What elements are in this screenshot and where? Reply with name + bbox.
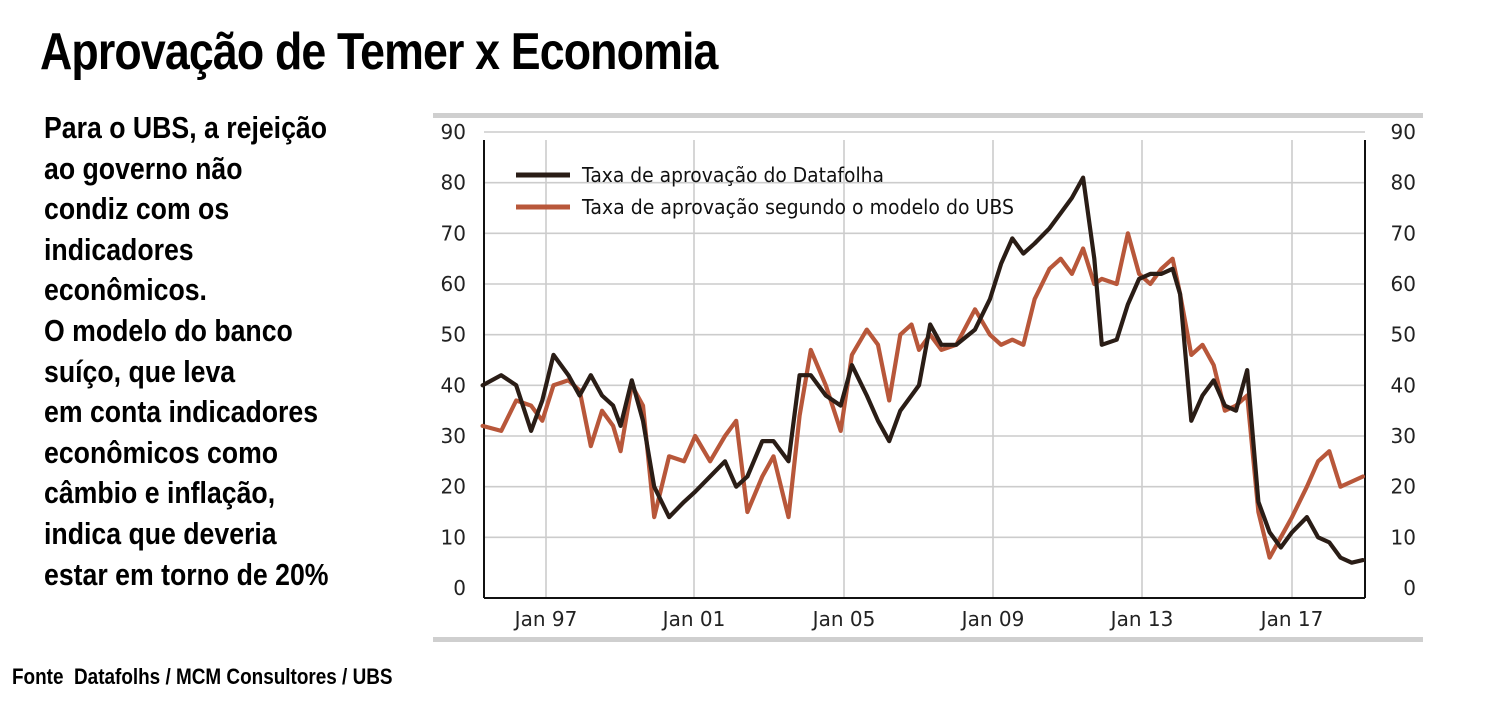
y-tick-label-right: 80: [1391, 171, 1416, 195]
page-title: Aprovação de Temer x Economia: [40, 23, 718, 81]
side-text-line: câmbio e inflação,: [44, 475, 276, 511]
y-tick-label-left: 30: [441, 424, 466, 448]
y-tick-label-left: 70: [441, 221, 466, 245]
side-text-line: ao governo não: [44, 150, 243, 186]
source-note: Fonte Datafolhs / MCM Consultores / UBS: [12, 664, 393, 689]
x-tick-label: Jan 01: [661, 607, 726, 631]
y-tick-label-right: 60: [1391, 272, 1416, 296]
y-tick-label-right: 90: [1391, 120, 1416, 144]
side-text-line: indica que deveria: [44, 515, 277, 551]
y-tick-label-left: 10: [441, 525, 466, 549]
x-tick-label: Jan 05: [811, 607, 876, 631]
side-text-line: em conta indicadores: [44, 394, 319, 430]
legend-label-ubs-model: Taxa de aprovação segundo o modelo do UB…: [581, 195, 1014, 219]
side-text-line: econômicos como: [44, 434, 279, 470]
side-text-line: indicadores: [44, 231, 194, 267]
frame-bottom-band: [433, 637, 1423, 642]
y-tick-label-right: 20: [1391, 475, 1416, 499]
y-tick-label-left: 50: [441, 323, 466, 347]
y-tick-label-right: 10: [1391, 525, 1416, 549]
y-tick-label-left: 90: [441, 120, 466, 144]
side-text-line: condiz com os: [44, 191, 230, 227]
x-tick-label: Jan 17: [1259, 607, 1324, 631]
y-tick-label-left: 40: [441, 373, 466, 397]
side-text: Para o UBS, a rejeição ao governo não co…: [44, 108, 328, 595]
y-tick-label-left: 20: [441, 475, 466, 499]
x-tick-label: Jan 09: [960, 607, 1025, 631]
y-tick-label-left: 60: [441, 272, 466, 296]
side-text-line: estar em torno de 20%: [44, 556, 329, 592]
side-text-line: O modelo do banco: [44, 312, 293, 348]
series-line-datafolha: [480, 175, 1365, 565]
side-text-line: suíço, que leva: [44, 353, 236, 389]
x-tick-label: Jan 13: [1109, 607, 1174, 631]
series-line-ubs-model: [480, 231, 1365, 560]
y-tick-label-left: 0: [453, 576, 466, 600]
legend-label-datafolha: Taxa de aprovação do Datafolha: [581, 163, 884, 187]
x-tick-label: Jan 97: [513, 607, 578, 631]
side-text-line: Para o UBS, a rejeição: [44, 110, 328, 145]
y-tick-label-right: 0: [1403, 576, 1416, 600]
y-tick-label-left: 80: [441, 171, 466, 195]
y-tick-label-right: 70: [1391, 221, 1416, 245]
frame-top-band: [433, 113, 1423, 118]
side-text-line: econômicos.: [44, 272, 207, 308]
y-tick-label-right: 30: [1391, 424, 1416, 448]
y-tick-label-right: 50: [1391, 323, 1416, 347]
y-tick-label-right: 40: [1391, 373, 1416, 397]
